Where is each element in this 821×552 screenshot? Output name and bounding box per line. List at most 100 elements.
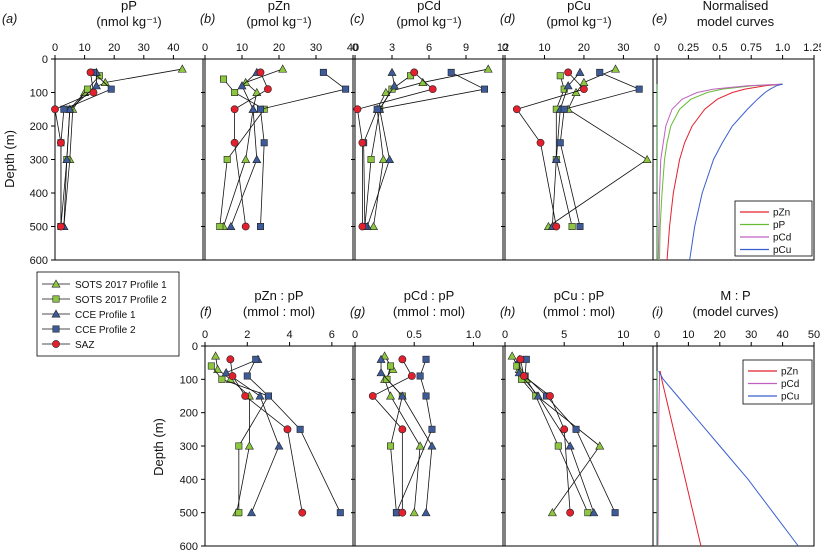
panel-i-label: (i) bbox=[652, 305, 663, 319]
panel-a-xtick-label: 30 bbox=[138, 42, 150, 54]
panel-g-xtick-label: 0.5 bbox=[407, 329, 422, 341]
panel-f-point-sots2 bbox=[235, 509, 243, 517]
panel-a-point-sots2 bbox=[84, 85, 92, 93]
panel-i-legend-label-pCd: pCd bbox=[781, 379, 799, 390]
panel-c-xtick-label: 12 bbox=[497, 42, 509, 54]
panel-g-point-cce2 bbox=[422, 355, 430, 363]
panel-c-point-sots2 bbox=[367, 156, 375, 164]
panel-f-point-cce1 bbox=[274, 441, 284, 450]
panel-c-line-saz bbox=[357, 72, 434, 227]
panel-i-xtick-label: 30 bbox=[745, 329, 757, 341]
panel-h-xtick-label: 5 bbox=[561, 329, 567, 341]
legend-label-sots2: SOTS 2017 Profile 2 bbox=[75, 295, 167, 306]
panel-e-legend-label-pCu: pCu bbox=[773, 245, 791, 256]
panel-c: (c) pCd(pmol kg⁻¹) 0 3 6 9 12 bbox=[350, 0, 509, 261]
panel-c-point-cce1 bbox=[389, 81, 399, 90]
panel-d-point-cce1 bbox=[575, 67, 585, 76]
panel-c-point-sots1 bbox=[381, 87, 391, 96]
panel-g-label: (g) bbox=[350, 305, 365, 319]
panel-e-legend-label-pZn: pZn bbox=[773, 208, 790, 219]
panel-a: (a)pP(nmol kg⁻¹)0 10 20 30 40010020030040050… bbox=[2, 0, 204, 267]
panel-f-point-sots1 bbox=[213, 364, 223, 373]
panel-b-point-cce1 bbox=[248, 104, 258, 113]
panel-f-xtick-label: 6 bbox=[329, 329, 335, 341]
panel-b-xtick-label: 20 bbox=[273, 42, 285, 54]
panel-b-point-cce2 bbox=[319, 68, 327, 76]
panel-g-point-sots1 bbox=[409, 508, 419, 517]
panel-d-title-1: pCu bbox=[567, 0, 591, 13]
panel-d-xtick-label: 10 bbox=[538, 42, 550, 54]
panel-h-title-2: (mmol : mol) bbox=[543, 304, 615, 319]
panel-a-ytick-label: 400 bbox=[30, 188, 48, 200]
legend-label-cce1: CCE Profile 1 bbox=[75, 310, 136, 321]
panel-g-title-2: (mmol : mol) bbox=[393, 304, 465, 319]
panel-a-point-cce1 bbox=[65, 104, 75, 113]
panel-e-xtick-label: 0 bbox=[654, 42, 660, 54]
panel-h-point-saz bbox=[516, 355, 525, 364]
panel-e-curve-pP bbox=[659, 83, 783, 261]
panel-b-title-1: pZn bbox=[268, 0, 290, 13]
panel-b-point-cce1 bbox=[252, 154, 262, 163]
panel-h-point-sots1 bbox=[595, 441, 605, 450]
panel-f-point-sots2 bbox=[207, 362, 215, 370]
panel-b-xtick-label: 10 bbox=[236, 42, 248, 54]
panel-i-xtick-label: 10 bbox=[682, 329, 694, 341]
panel-f-point-saz bbox=[228, 372, 237, 380]
panel-b-point-saz bbox=[263, 85, 272, 94]
panel-g-point-saz bbox=[407, 372, 416, 380]
panel-f-point-sots1 bbox=[211, 351, 221, 360]
panel-f-point-sots2 bbox=[218, 375, 226, 383]
panel-f-point-cce2 bbox=[296, 425, 304, 433]
panel-f-point-saz bbox=[283, 425, 292, 434]
panel-g-point-saz bbox=[398, 425, 407, 434]
panel-b-point-sots2 bbox=[223, 156, 231, 164]
panel-c-point-sots1 bbox=[368, 221, 379, 230]
legend-label-saz: SAZ bbox=[75, 340, 94, 351]
panel-d-point-sots2 bbox=[568, 223, 576, 231]
panel-h-line-sots2 bbox=[516, 365, 589, 513]
panel-e-xtick-label: 0.75 bbox=[740, 42, 761, 54]
panel-i-curve-legend-box bbox=[742, 359, 813, 405]
panel-f-point-cce2 bbox=[336, 509, 344, 517]
panel-b-point-saz bbox=[256, 68, 265, 77]
panel-e-legend-label-pP: pP bbox=[773, 220, 786, 231]
legend-swatch-marker-cce1 bbox=[51, 309, 61, 318]
panel-h: (h) pCu : pP(mmol : mol) 0 5 10 bbox=[500, 288, 654, 547]
panel-c-point-cce2 bbox=[447, 68, 455, 76]
panel-d-point-cce2 bbox=[635, 85, 643, 93]
panel-f-xtick-label: 0 bbox=[202, 329, 208, 341]
legend-swatch-marker-saz bbox=[52, 340, 60, 348]
panel-i-curve-pCu bbox=[658, 370, 799, 547]
panel-a-point-saz bbox=[89, 88, 98, 97]
panel-d-point-sots1 bbox=[579, 77, 589, 86]
panel-g-point-sots2 bbox=[387, 362, 395, 370]
panel-d-point-sots2 bbox=[556, 72, 564, 80]
panel-f: (f) pZn : pP(mmol : mol) 0 2 4 6 0 100 200 300 400… bbox=[180, 288, 354, 552]
panel-a-ytick-label: 100 bbox=[30, 88, 48, 100]
panel-b-point-saz bbox=[241, 222, 250, 231]
panel-g-point-saz bbox=[368, 392, 377, 400]
panel-c-xtick-label: 0 bbox=[352, 42, 358, 54]
panel-i-xtick-label: 0 bbox=[654, 329, 660, 341]
panel-h-point-saz bbox=[560, 425, 569, 434]
panel-e-legend-label-pCd: pCd bbox=[773, 233, 791, 244]
panel-b-label: (b) bbox=[200, 12, 215, 26]
panel-f-title-2: (mmol : mol) bbox=[243, 304, 315, 319]
panel-c-line-cce1 bbox=[366, 72, 395, 227]
panel-h-point-cce1 bbox=[533, 391, 543, 400]
panel-h-point-saz bbox=[546, 392, 554, 400]
panel-h-point-cce1 bbox=[565, 441, 575, 450]
panel-h-point-sots2 bbox=[584, 509, 592, 517]
panel-f-point-cce1 bbox=[221, 368, 231, 377]
panel-a-point-sots1 bbox=[177, 64, 187, 73]
panel-d-point-cce2 bbox=[560, 105, 568, 113]
panel-d-point-saz bbox=[552, 222, 561, 231]
panel-b-point-saz bbox=[230, 105, 239, 114]
panel-a-point-saz bbox=[51, 105, 59, 114]
panel-h-xtick-label: 10 bbox=[617, 329, 629, 341]
panel-a-xtick-label: 40 bbox=[167, 42, 179, 54]
panel-c-point-cce2 bbox=[373, 105, 381, 113]
